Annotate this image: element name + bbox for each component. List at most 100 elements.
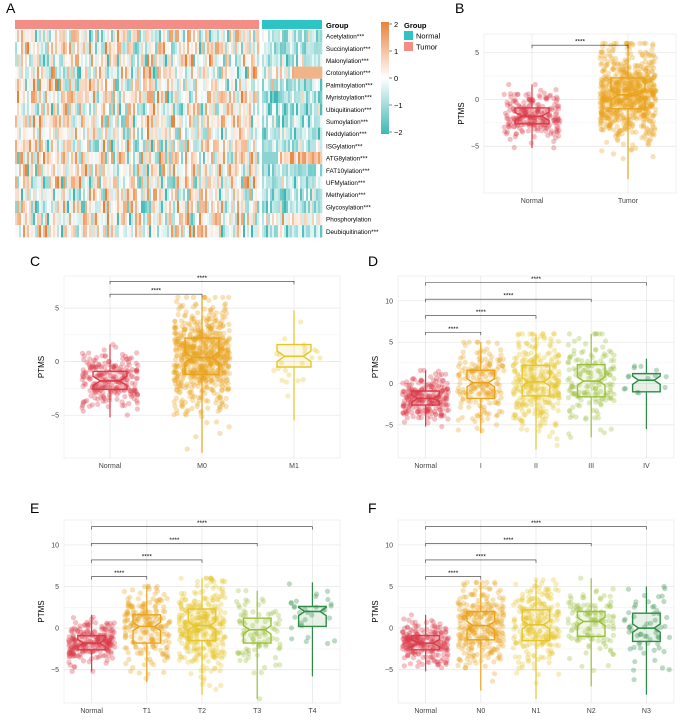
data-point <box>501 368 507 374</box>
heatmap-cell <box>171 188 174 201</box>
heatmap-cell <box>115 127 118 140</box>
data-point <box>486 364 492 370</box>
heatmap-cell <box>239 115 242 128</box>
heatmap-cell <box>308 152 311 165</box>
heatmap-cell <box>310 213 313 226</box>
heatmap-cell <box>109 54 112 67</box>
heatmap-cell <box>121 176 124 189</box>
data-point <box>646 52 652 59</box>
heatmap-cell <box>257 139 260 152</box>
heatmap-cell <box>257 152 260 165</box>
heatmap-cell <box>209 54 212 67</box>
heatmap-cell <box>167 30 170 43</box>
heatmap-cell <box>17 200 20 213</box>
heatmap-cell <box>113 164 116 177</box>
heatmap-cell <box>264 66 267 79</box>
heatmap-cell <box>87 115 90 128</box>
heatmap-cell <box>177 78 180 91</box>
heatmap-cell <box>191 213 194 226</box>
data-point <box>132 385 138 391</box>
data-point <box>652 96 659 102</box>
data-point <box>618 82 625 88</box>
data-point <box>637 115 643 121</box>
data-point <box>640 123 647 129</box>
heatmap-cell <box>266 213 269 226</box>
heatmap-cell <box>25 152 28 165</box>
heatmap-cell <box>59 54 62 67</box>
data-point <box>643 65 649 71</box>
heatmap-cell <box>109 66 112 79</box>
heatmap-cell <box>91 78 94 91</box>
data-point <box>618 63 624 69</box>
data-point <box>598 53 604 59</box>
heatmap-cell <box>107 115 110 128</box>
data-point <box>651 83 657 89</box>
data-point <box>653 106 659 112</box>
heatmap-cell <box>141 127 144 140</box>
heatmap-cell <box>294 78 297 91</box>
heatmap-cell <box>117 213 120 226</box>
data-point <box>612 133 619 139</box>
data-point <box>600 78 607 84</box>
heatmap-cell <box>79 42 82 55</box>
heatmap-cell <box>280 200 283 213</box>
heatmap-row-label: Crotonylation*** <box>326 70 371 77</box>
heatmap-cell <box>270 115 273 128</box>
data-point <box>598 81 605 87</box>
heatmap-cell <box>219 42 222 55</box>
heatmap-cell <box>73 127 76 140</box>
heatmap-cell <box>201 78 204 91</box>
heatmap-cell <box>161 115 164 128</box>
heatmap-cell <box>47 152 50 165</box>
data-point <box>543 128 549 134</box>
heatmap-cell <box>187 103 190 116</box>
data-point <box>622 59 628 66</box>
data-point <box>622 63 628 69</box>
data-point <box>629 102 635 109</box>
heatmap-cell <box>165 30 168 43</box>
heatmap-cell <box>209 127 212 140</box>
heatmap-cell <box>139 66 142 79</box>
heatmap-cell <box>231 66 234 79</box>
heatmap-cell <box>123 164 126 177</box>
heatmap-cell <box>37 115 40 128</box>
heatmap-cell <box>290 139 293 152</box>
heatmap-cell <box>165 188 168 201</box>
data-point <box>93 365 99 371</box>
data-point <box>91 390 97 396</box>
heatmap-cell <box>43 200 46 213</box>
heatmap-cell <box>99 225 102 238</box>
heatmap-cell <box>167 115 170 128</box>
heatmap-cell <box>159 188 162 201</box>
heatmap-cell <box>205 188 208 201</box>
heatmap-cell <box>101 42 104 55</box>
data-point <box>600 108 607 114</box>
data-point <box>601 56 607 62</box>
y-tick-label: 5 <box>55 306 59 313</box>
heatmap-cell <box>217 152 220 165</box>
heatmap-cell <box>288 188 291 201</box>
heatmap-cell <box>123 188 126 201</box>
panel-label-b: B <box>455 0 464 16</box>
heatmap-cell <box>193 139 196 152</box>
heatmap-cell <box>251 152 254 165</box>
data-point <box>91 365 97 371</box>
data-point <box>485 339 492 345</box>
heatmap-cell <box>268 103 271 116</box>
heatmap-cell <box>241 213 244 226</box>
heatmap-cell <box>243 103 246 116</box>
data-point <box>555 408 561 414</box>
data-point <box>535 107 541 114</box>
heatmap-cell <box>83 213 86 226</box>
heatmap-cell <box>227 200 230 213</box>
data-point <box>556 103 562 109</box>
heatmap-cell <box>272 127 275 140</box>
heatmap-cell <box>272 54 275 67</box>
heatmap-cell <box>189 115 192 128</box>
heatmap-cell <box>217 115 220 128</box>
heatmap-cell <box>99 54 102 67</box>
data-point <box>601 74 607 80</box>
data-point <box>629 55 636 61</box>
heatmap-cell <box>183 66 186 79</box>
box-tumor <box>610 77 646 110</box>
